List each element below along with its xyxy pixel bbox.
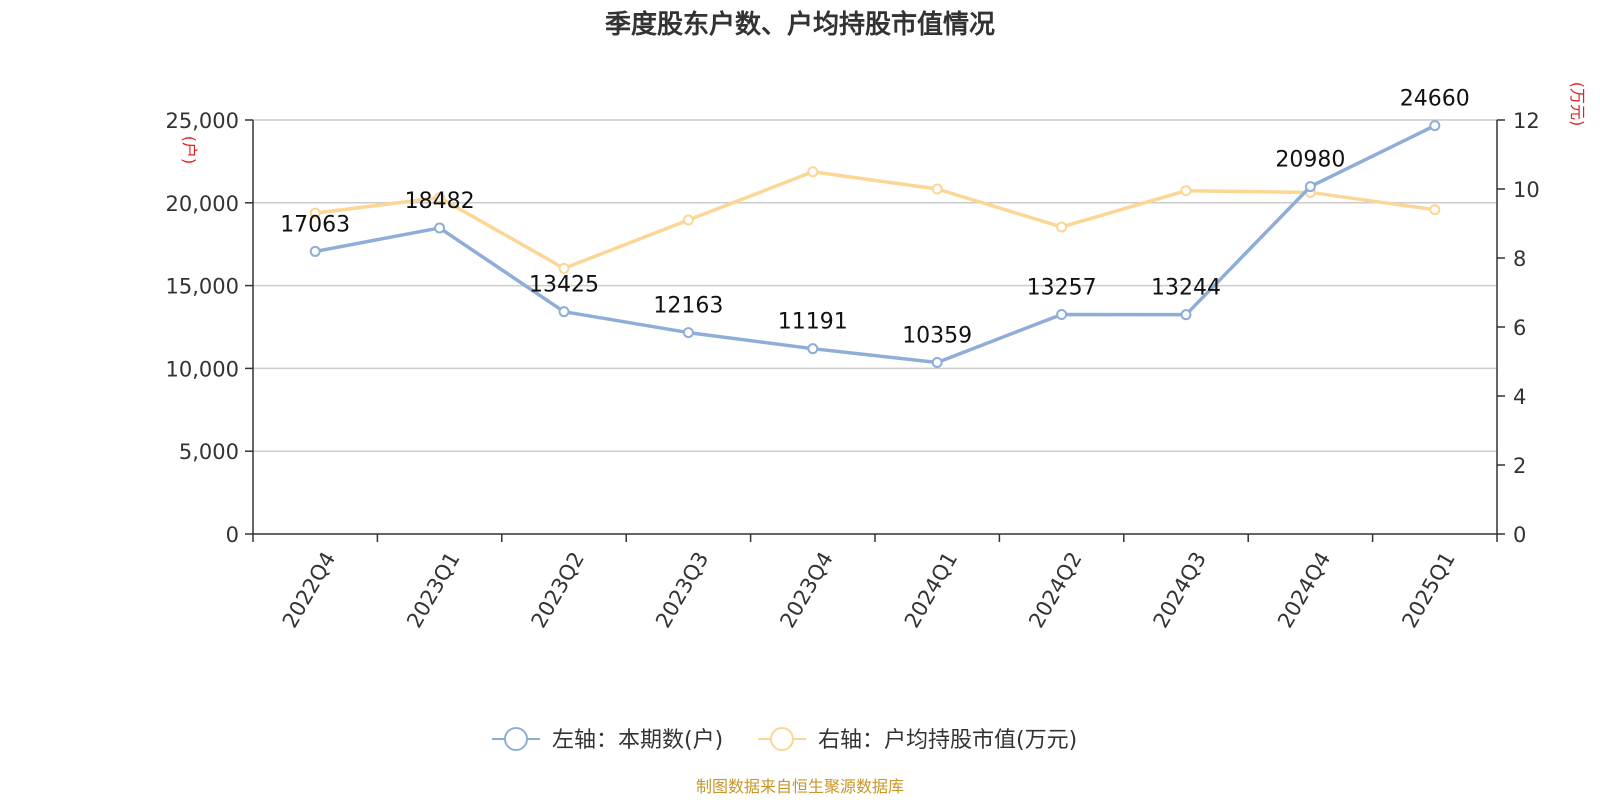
right-series-point	[1429, 204, 1441, 216]
left-series-point	[434, 222, 446, 234]
left-series-point	[1056, 308, 1068, 320]
legend-right-series-label: 右轴：户均持股市值(万元)	[818, 728, 1077, 753]
x-tick-label: 2024Q3	[1149, 548, 1211, 632]
data-label: 10359	[902, 323, 972, 348]
left-series-point	[807, 343, 819, 355]
data-label: 18482	[405, 189, 475, 214]
data-label: 12163	[653, 294, 723, 319]
right-axis-ticks: 0 2 4 6 8 10 12	[1497, 109, 1540, 547]
left-series-point	[309, 245, 321, 257]
right-series-line	[314, 170, 1436, 271]
legend-left-series-marker-icon	[504, 727, 528, 751]
left-series-point	[682, 327, 694, 339]
left-tick-label: 15,000	[166, 275, 239, 299]
right-tick-label: 10	[1513, 178, 1540, 202]
right-tick-label: 8	[1513, 247, 1526, 271]
right-series-point	[309, 207, 321, 219]
left-series-point	[1180, 309, 1192, 321]
legend: 左轴：本期数(户) 右轴：户均持股市值(万元)	[492, 727, 1077, 753]
data-label: 13244	[1151, 276, 1221, 301]
legend-left-series-label: 左轴：本期数(户)	[552, 728, 723, 753]
right-series-point	[931, 183, 943, 195]
right-tick-label: 6	[1513, 316, 1526, 340]
right-tick-label: 12	[1513, 109, 1540, 133]
right-axis-unit: (万元)	[1568, 82, 1587, 127]
data-label: 13257	[1027, 275, 1097, 300]
legend-right-series-marker-icon	[770, 727, 794, 751]
left-axis-unit: (户)	[180, 136, 199, 165]
right-series-point	[682, 214, 694, 226]
data-label: 20980	[1275, 148, 1345, 173]
x-tick-label: 2024Q4	[1273, 548, 1335, 632]
left-series-line	[314, 124, 1436, 365]
right-tick-label: 2	[1513, 454, 1526, 478]
right-series-point	[807, 166, 819, 178]
x-tick-label: 2023Q3	[651, 548, 713, 632]
x-tick-label: 2022Q4	[278, 548, 340, 632]
right-series-point	[1180, 185, 1192, 197]
left-tick-label: 5,000	[179, 440, 239, 464]
x-tick-label: 2023Q2	[527, 548, 589, 632]
legend-item-right-series[interactable]: 右轴：户均持股市值(万元)	[758, 727, 1077, 753]
right-tick-label: 0	[1513, 523, 1526, 547]
right-series-point	[1056, 221, 1068, 233]
left-axis-ticks: 0 5,000 10,000 15,000 20,000 25,000	[166, 109, 253, 547]
grid-lines	[253, 119, 1497, 452]
source-note: 制图数据来自恒生聚源数据库	[696, 777, 904, 796]
data-label: 17063	[280, 212, 350, 237]
left-tick-label: 0	[226, 523, 239, 547]
series-layer	[309, 120, 1441, 368]
x-tick-label: 2024Q2	[1024, 548, 1086, 632]
left-series-point	[1429, 120, 1441, 132]
left-series-point	[931, 356, 943, 368]
x-tick-label: 2025Q1	[1397, 548, 1459, 632]
right-series-point	[434, 192, 446, 204]
x-tick-label: 2024Q1	[900, 548, 962, 632]
x-tick-label: 2023Q4	[775, 548, 837, 632]
right-series-point	[558, 262, 570, 274]
chart-title: 季度股东户数、户均持股市值情况	[605, 9, 995, 40]
left-tick-label: 10,000	[166, 357, 239, 381]
left-series-point	[558, 306, 570, 318]
legend-item-left-series[interactable]: 左轴：本期数(户)	[492, 727, 723, 753]
left-series-point	[1304, 181, 1316, 193]
x-axis-ticks: 2022Q4 2023Q1 2023Q2 2023Q3 2023Q4 2024Q1 2024…	[252, 534, 1498, 632]
left-tick-label: 20,000	[166, 192, 239, 216]
data-label: 13425	[529, 273, 599, 298]
data-label: 24660	[1400, 87, 1470, 112]
x-tick-label: 2023Q1	[402, 548, 464, 632]
left-tick-label: 25,000	[166, 109, 239, 133]
right-tick-label: 4	[1513, 385, 1526, 409]
data-labels: 17063 18482 13425 12163 11191 10359 13257 13244…	[280, 87, 1470, 349]
data-label: 11191	[778, 310, 848, 335]
